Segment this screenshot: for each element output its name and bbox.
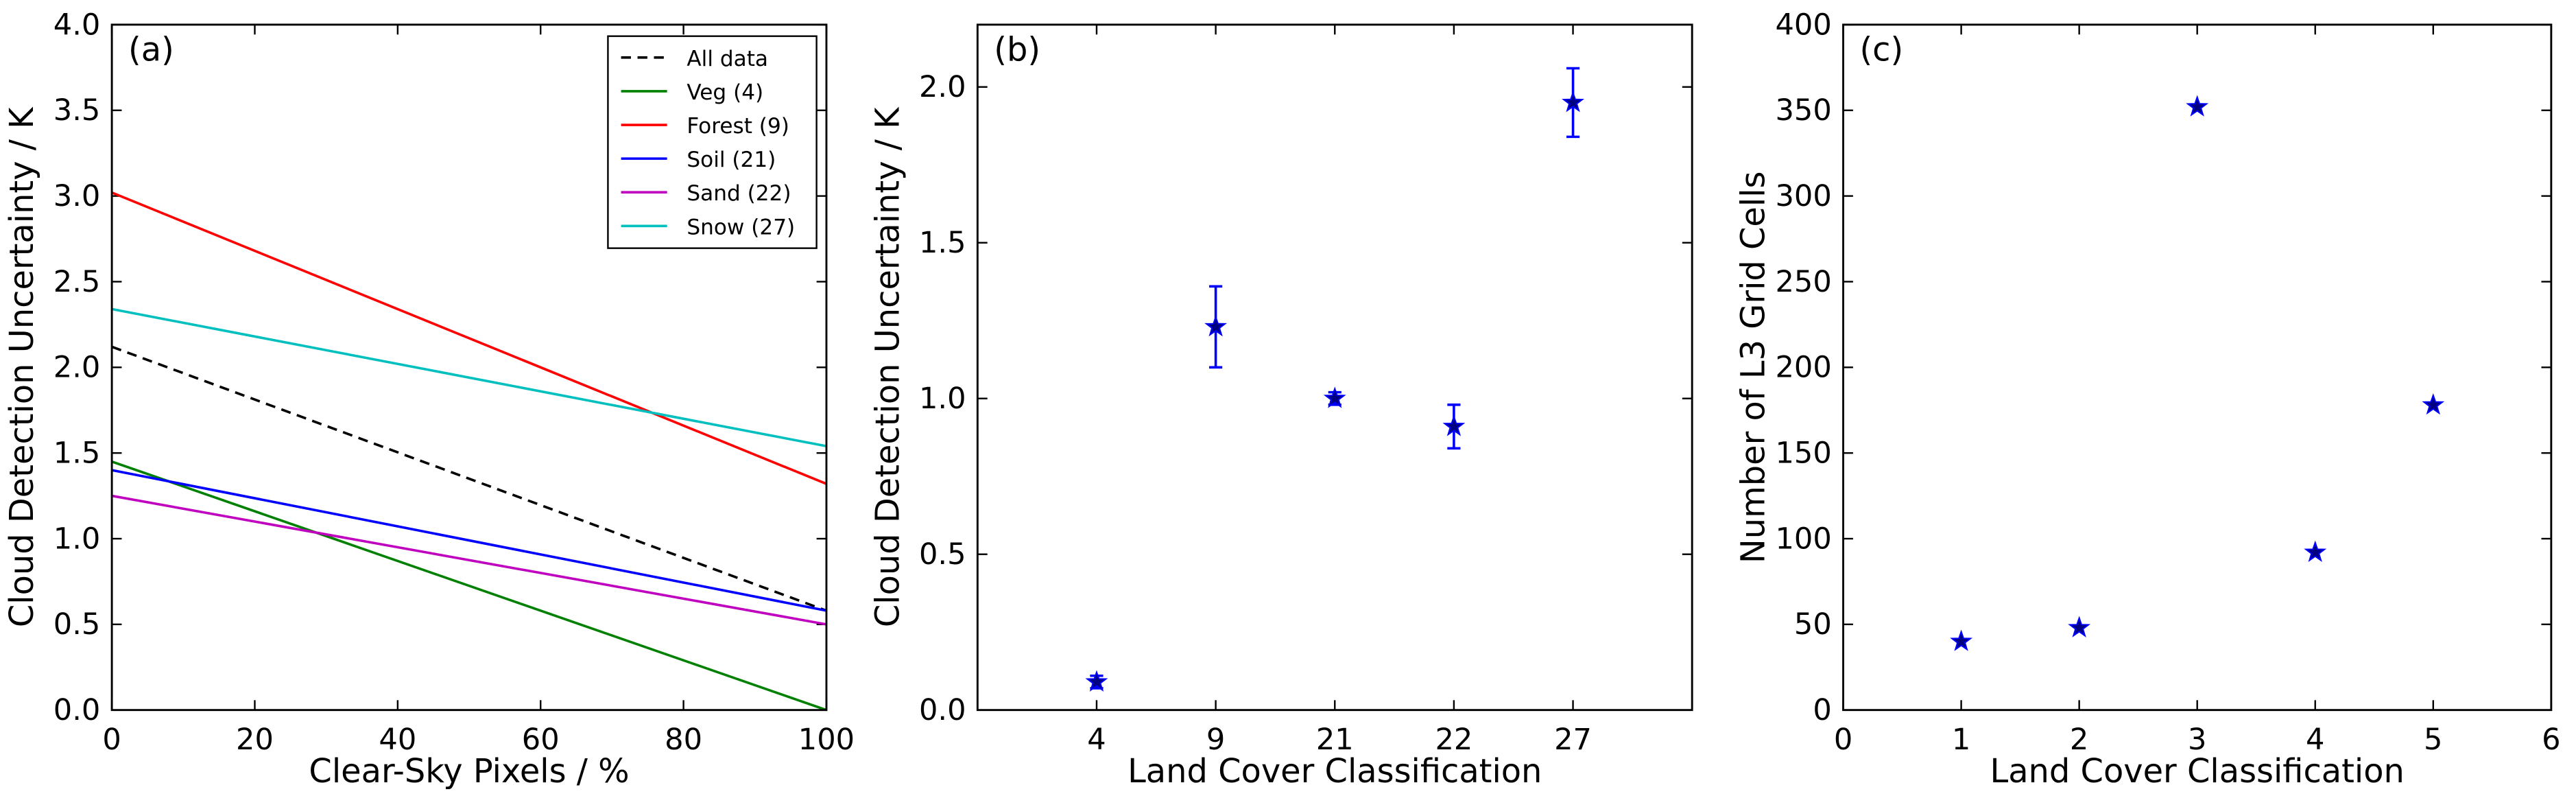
y-axis-label: Cloud Detection Uncertainty / K — [869, 106, 907, 627]
y-tick-label: 0.0 — [53, 693, 101, 727]
point — [2186, 95, 2209, 117]
x-axis-label: Clear-Sky Pixels / % — [309, 753, 629, 791]
panel-label: (c) — [1859, 32, 1903, 69]
panel-label: (a) — [128, 32, 174, 69]
legend-label: Sand (22) — [687, 181, 791, 206]
legend-label: Snow (27) — [687, 215, 795, 239]
y-tick-label: 300 — [1775, 179, 1831, 213]
x-tick-label: 6 — [2542, 723, 2560, 757]
y-tick-label: 100 — [1775, 522, 1831, 556]
y-tick-label: 0.5 — [919, 537, 966, 572]
x-tick-label: 2 — [2070, 723, 2088, 757]
y-tick-label: 1.0 — [919, 382, 966, 416]
y-tick-label: 1.0 — [53, 522, 101, 556]
point — [2422, 393, 2445, 415]
y-tick-label: 4.0 — [53, 8, 101, 42]
legend-box — [607, 35, 818, 249]
point — [1323, 386, 1346, 408]
y-tick-label: 0.5 — [53, 607, 101, 642]
x-tick-label: 22 — [1435, 723, 1472, 757]
line — [111, 191, 827, 485]
point — [1950, 629, 1973, 651]
y-tick-label: 200 — [1775, 351, 1831, 385]
x-tick-label: 80 — [665, 723, 702, 757]
x-tick-label: 21 — [1316, 723, 1354, 757]
y-tick-label: 350 — [1775, 93, 1831, 128]
y-axis-label: Cloud Detection Uncertainty / K — [3, 106, 41, 627]
legend-label: Veg (4) — [687, 80, 763, 105]
legend-label: Forest (9) — [687, 114, 789, 139]
x-tick-label: 1 — [1952, 723, 1970, 757]
line — [111, 460, 827, 712]
y-tick-label: 1.5 — [919, 226, 966, 260]
x-tick-label: 5 — [2424, 723, 2442, 757]
legend-label: Soil (21) — [687, 148, 776, 172]
point — [2068, 616, 2091, 638]
plot-frame — [110, 23, 828, 712]
point — [2304, 540, 2327, 562]
legend-label: All data — [687, 47, 768, 71]
x-tick-label: 9 — [1206, 723, 1225, 757]
point — [1562, 91, 1585, 113]
y-tick-label: 2.0 — [919, 70, 966, 104]
y-tick-label: 50 — [1794, 607, 1832, 642]
plot-frame — [976, 23, 1693, 712]
panel-label: (b) — [994, 32, 1040, 69]
line — [111, 469, 827, 612]
y-tick-label: 2.0 — [53, 351, 101, 385]
x-tick-label: 27 — [1554, 723, 1592, 757]
x-axis-label: Land Cover Classification — [1128, 753, 1542, 791]
point — [1085, 670, 1108, 692]
x-tick-label: 0 — [1834, 723, 1852, 757]
point — [1442, 414, 1466, 436]
y-tick-label: 3.0 — [53, 179, 101, 213]
plot-frame — [1842, 23, 2553, 712]
x-tick-label: 40 — [379, 723, 416, 757]
x-tick-label: 4 — [2306, 723, 2324, 757]
x-axis-label: Land Cover Classification — [1990, 753, 2405, 791]
line — [111, 307, 827, 447]
x-tick-label: 0 — [102, 723, 121, 757]
y-tick-label: 2.5 — [53, 265, 101, 299]
x-tick-label: 4 — [1087, 723, 1106, 757]
y-tick-label: 3.5 — [53, 93, 101, 128]
x-tick-label: 100 — [798, 723, 855, 757]
y-axis-label: Number of L3 Grid Cells — [1735, 172, 1773, 564]
x-tick-label: 20 — [236, 723, 274, 757]
x-tick-label: 60 — [522, 723, 560, 757]
y-tick-label: 250 — [1775, 265, 1831, 299]
y-tick-label: 0 — [1813, 693, 1831, 727]
x-tick-label: 3 — [2188, 723, 2206, 757]
y-tick-label: 0.0 — [919, 693, 966, 727]
y-tick-label: 400 — [1775, 8, 1831, 42]
y-tick-label: 150 — [1775, 436, 1831, 471]
line — [111, 345, 827, 612]
line — [111, 494, 827, 626]
point — [1204, 315, 1228, 337]
y-tick-label: 1.5 — [53, 436, 101, 471]
